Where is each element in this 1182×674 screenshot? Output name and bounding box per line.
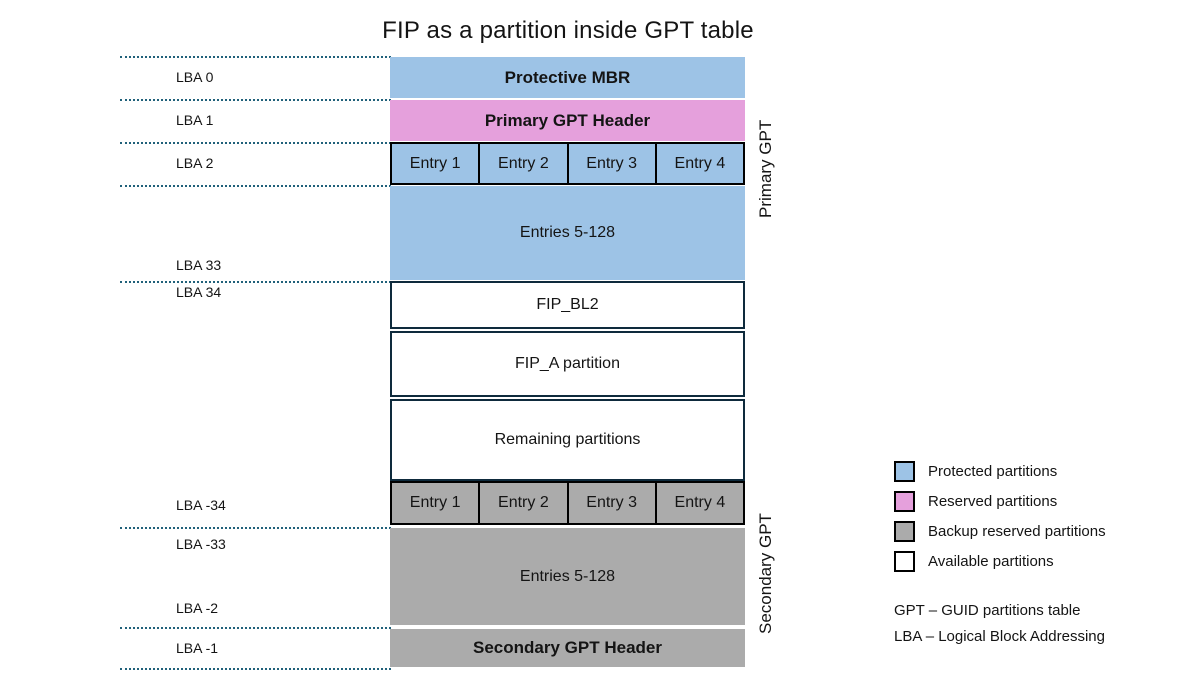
secondary-entry-4: Entry 4 — [654, 481, 745, 525]
primary-entry-1: Entry 1 — [390, 142, 481, 185]
secondary-entry-2: Entry 2 — [478, 481, 569, 525]
lba-label-n2: LBA -2 — [176, 600, 219, 616]
diagram-title: FIP as a partition inside GPT table — [382, 17, 754, 44]
block-fip-bl2: FIP_BL2 — [390, 281, 745, 329]
available-color-swatch — [894, 550, 915, 572]
backup-color-swatch — [894, 520, 915, 542]
secondary-entry-1: Entry 1 — [390, 481, 481, 525]
legend-item-protected: Protected partitions — [894, 460, 1106, 482]
protected-color-swatch — [894, 460, 915, 482]
block-secondary-entries-rest: Entries 5-128 — [390, 528, 745, 625]
dotted-line — [120, 281, 391, 283]
reserved-color-swatch — [894, 490, 915, 512]
lba-label-n1: LBA -1 — [176, 640, 219, 656]
block-fip-a-partition: FIP_A partition — [390, 331, 745, 397]
legend-item-available: Available partitions — [894, 550, 1106, 572]
lba-label-n33: LBA -33 — [176, 536, 226, 552]
lba-label-0: LBA 0 — [176, 69, 214, 85]
dotted-line — [120, 668, 391, 670]
dotted-line — [120, 527, 391, 529]
secondary-entry-row: Entry 1 Entry 2 Entry 3 Entry 4 — [390, 481, 745, 525]
lba-label-1: LBA 1 — [176, 112, 214, 128]
lba-label-34: LBA 34 — [176, 284, 222, 300]
legend: Protected partitions Reserved partitions… — [894, 460, 1106, 580]
legend-item-backup: Backup reserved partitions — [894, 520, 1106, 542]
legend-label: Protected partitions — [928, 462, 1058, 480]
block-primary-entries-rest: Entries 5-128 — [390, 186, 745, 280]
block-secondary-gpt-header: Secondary GPT Header — [390, 629, 745, 667]
lba-label-33: LBA 33 — [176, 257, 222, 273]
lba-label-n34: LBA -34 — [176, 497, 226, 513]
gpt-abbreviation-note: GPT – GUID partitions table — [894, 602, 1081, 619]
legend-label: Backup reserved partitions — [928, 522, 1106, 540]
block-protective-mbr: Protective MBR — [390, 57, 745, 98]
primary-entry-2: Entry 2 — [478, 142, 569, 185]
primary-entry-row: Entry 1 Entry 2 Entry 3 Entry 4 — [390, 142, 745, 185]
lba-label-2: LBA 2 — [176, 155, 214, 171]
primary-entry-3: Entry 3 — [566, 142, 657, 185]
block-remaining-partitions: Remaining partitions — [390, 399, 745, 481]
primary-gpt-section-label: Primary GPT — [756, 119, 775, 219]
secondary-entry-3: Entry 3 — [566, 481, 657, 525]
dotted-line — [120, 99, 391, 101]
primary-entry-4: Entry 4 — [654, 142, 745, 185]
dotted-line — [120, 56, 391, 58]
dotted-line — [120, 142, 391, 144]
legend-item-reserved: Reserved partitions — [894, 490, 1106, 512]
abbreviation-notes: GPT – GUID partitions table LBA – Logica… — [894, 602, 1105, 654]
secondary-gpt-section-label: Secondary GPT — [756, 513, 775, 635]
legend-label: Available partitions — [928, 552, 1054, 570]
block-primary-gpt-header: Primary GPT Header — [390, 100, 745, 141]
legend-label: Reserved partitions — [928, 492, 1058, 510]
dotted-line — [120, 627, 391, 629]
lba-abbreviation-note: LBA – Logical Block Addressing — [894, 628, 1105, 645]
dotted-line — [120, 185, 391, 187]
